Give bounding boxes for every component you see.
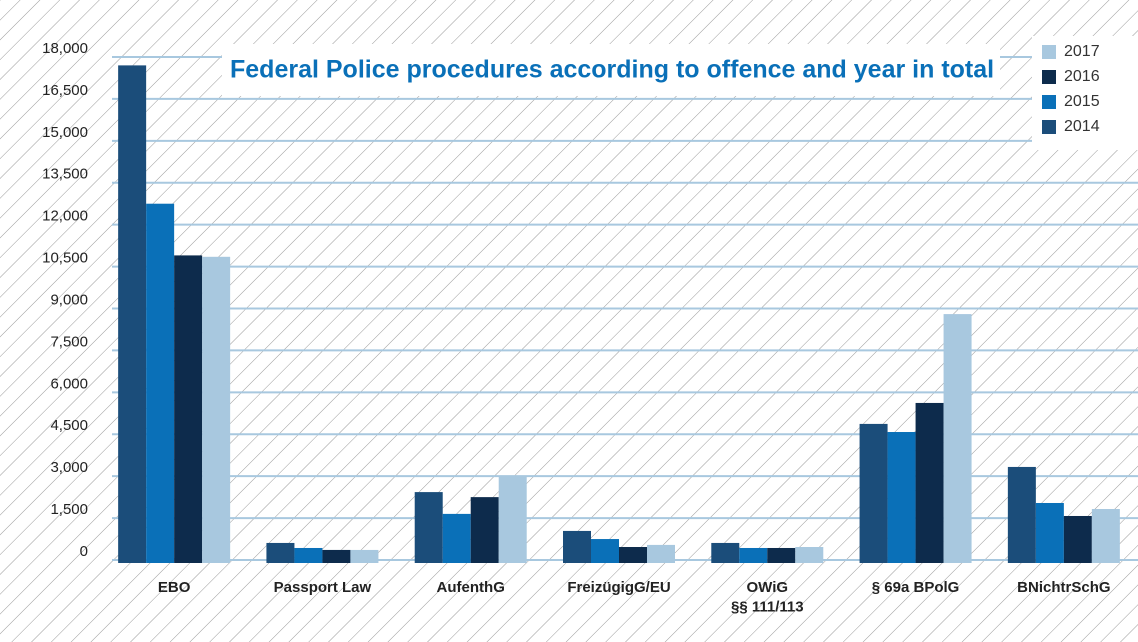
- x-tick-label: AufenthG: [437, 579, 505, 596]
- legend-label: 2017: [1064, 43, 1100, 60]
- legend-swatch: [1042, 120, 1056, 134]
- bar: [859, 423, 888, 563]
- y-tick-label: 9,000: [50, 291, 88, 308]
- y-tick-label: 3,000: [50, 459, 88, 476]
- bar: [647, 544, 675, 563]
- chart-title: Federal Police procedures according to o…: [230, 56, 994, 84]
- bar: [767, 547, 796, 563]
- bar: [470, 497, 499, 563]
- title-box: [222, 44, 1000, 96]
- y-tick-label: 18,000: [42, 40, 88, 57]
- legend-swatch: [1042, 95, 1056, 109]
- y-tick-label: 1,500: [50, 501, 88, 518]
- x-tick-label: OWiG §§ 111/113: [731, 579, 804, 616]
- x-tick-label: § 69a BPolG: [872, 579, 960, 596]
- bar: [118, 65, 147, 563]
- bar: [414, 492, 443, 563]
- bar: [266, 542, 295, 563]
- bar: [591, 539, 619, 563]
- bar: [619, 547, 647, 563]
- bar: [498, 476, 527, 563]
- y-tick-label: 6,000: [50, 375, 88, 392]
- bar: [350, 549, 379, 563]
- y-tick-label: 10,500: [42, 250, 88, 267]
- x-tick-label: BNichtrSchG: [1017, 579, 1110, 596]
- bar: [1091, 509, 1120, 563]
- legend-label: 2016: [1064, 68, 1100, 85]
- y-tick-label: 0: [80, 543, 88, 560]
- legend-swatch: [1042, 45, 1056, 59]
- bar: [146, 203, 175, 564]
- bar: [322, 549, 351, 563]
- y-tick-label: 4,500: [50, 417, 88, 434]
- bar: [1063, 515, 1092, 563]
- legend-label: 2015: [1064, 93, 1100, 110]
- x-tick-label: FreizügigG/EU: [567, 579, 670, 596]
- bar: [915, 402, 944, 563]
- y-tick-label: 15,000: [42, 124, 88, 141]
- y-tick-label: 16,500: [42, 82, 88, 99]
- legend-label: 2014: [1064, 118, 1100, 135]
- bar: [1007, 466, 1036, 563]
- x-tick-label: Passport Law: [274, 579, 372, 596]
- bar: [202, 256, 231, 563]
- legend-swatch: [1042, 70, 1056, 84]
- bar: [294, 547, 323, 563]
- bar: [739, 547, 768, 563]
- x-tick-label: EBO: [158, 579, 191, 596]
- y-tick-label: 13,500: [42, 166, 88, 183]
- bar: [174, 255, 203, 563]
- bar: [442, 513, 471, 563]
- bar: [887, 432, 916, 563]
- bar: [943, 314, 972, 563]
- y-tick-label: 7,500: [50, 333, 88, 350]
- bar: [795, 547, 824, 563]
- y-tick-label: 12,000: [42, 208, 88, 225]
- bar: [711, 542, 740, 563]
- bar: [1035, 502, 1064, 563]
- bar: [563, 530, 591, 563]
